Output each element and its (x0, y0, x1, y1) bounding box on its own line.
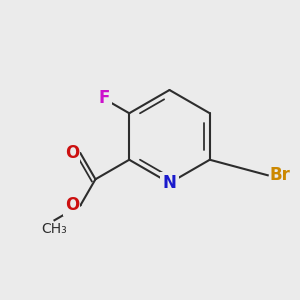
Text: N: N (163, 174, 176, 192)
Text: Br: Br (269, 166, 290, 184)
Text: F: F (99, 89, 110, 107)
Text: O: O (65, 144, 79, 162)
Text: O: O (65, 196, 79, 214)
Text: CH₃: CH₃ (42, 222, 67, 236)
